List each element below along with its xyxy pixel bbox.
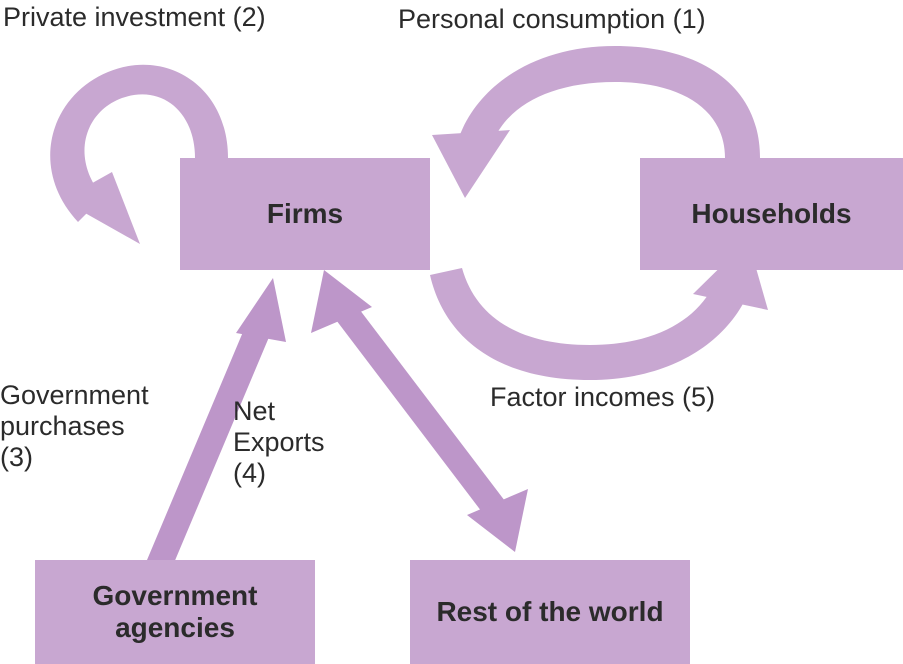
node-government-agencies: Government agencies xyxy=(35,560,315,664)
arrow-net-exports-head-top xyxy=(311,270,372,333)
label-factor-incomes: Factor incomes (5) xyxy=(490,382,715,413)
arrow-private-investment-head xyxy=(62,172,140,244)
arrow-personal-consumption-body xyxy=(455,46,760,158)
arrow-personal-consumption-head xyxy=(432,130,510,198)
diagram-stage: Firms Households Government agencies Res… xyxy=(0,0,903,664)
label-net-exports: Net Exports (4) xyxy=(233,396,325,489)
node-households: Households xyxy=(640,158,903,270)
arrow-government-purchases-head xyxy=(236,278,286,342)
label-personal-consumption: Personal consumption (1) xyxy=(398,4,706,35)
node-firms: Firms xyxy=(180,158,430,270)
label-private-investment: Private investment (2) xyxy=(3,2,266,33)
arrow-net-exports-head-bottom xyxy=(467,489,528,552)
label-government-purchases: Government purchases (3) xyxy=(0,380,149,473)
arrow-factor-incomes-body xyxy=(430,268,745,380)
node-rest-of-world: Rest of the world xyxy=(410,560,690,664)
arrow-net-exports-body xyxy=(330,297,508,520)
